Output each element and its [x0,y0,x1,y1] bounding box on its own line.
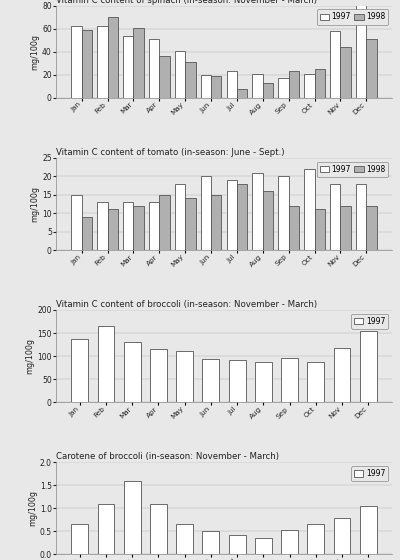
Bar [159,57,170,98]
Bar [366,206,377,250]
Bar [360,331,377,402]
Bar [97,26,108,98]
Text: Vitamin C content of broccoli (in-season: November - March): Vitamin C content of broccoli (in-season… [56,300,317,309]
Bar [334,517,350,554]
Bar [263,83,273,98]
Bar [229,535,246,554]
Bar [252,73,263,98]
Bar [281,530,298,554]
Bar [255,362,272,402]
Bar [308,524,324,554]
Bar [185,62,196,98]
Bar [202,360,219,402]
Bar [278,78,289,98]
Bar [150,349,167,402]
Bar [97,202,108,250]
Bar [201,75,211,98]
Bar [263,191,273,250]
Bar [175,184,185,250]
Bar [175,50,185,98]
Text: Vitamin C content of spinach (in-season: November - March): Vitamin C content of spinach (in-season:… [56,0,317,5]
Bar [150,503,167,554]
Bar [185,198,196,250]
Bar [133,206,144,250]
Bar [229,360,246,402]
Bar [330,31,340,98]
Y-axis label: mg/100g: mg/100g [30,34,39,69]
Y-axis label: mg/100g: mg/100g [28,491,37,526]
Bar [226,180,237,250]
Bar [123,36,133,98]
Bar [237,184,247,250]
Bar [98,503,114,554]
Bar [82,30,92,98]
Bar [289,71,299,98]
Bar [360,506,377,554]
Bar [237,88,247,98]
Bar [71,339,88,402]
Bar [308,362,324,402]
Bar [149,202,159,250]
Text: Carotene of broccoli (in-season: November - March): Carotene of broccoli (in-season: Novembe… [56,452,279,461]
Bar [315,69,325,98]
Bar [176,524,193,554]
Bar [340,47,351,98]
Bar [281,358,298,402]
Y-axis label: mg/100g: mg/100g [26,338,34,374]
Bar [356,2,366,98]
Bar [108,17,118,98]
Bar [366,39,377,98]
Bar [82,217,92,250]
Bar [98,326,114,402]
Bar [330,184,340,250]
Bar [255,538,272,554]
Legend: 1997: 1997 [351,314,388,329]
Bar [71,195,82,250]
Bar [340,206,351,250]
Bar [334,348,350,402]
Text: Vitamin C content of tomato (in-season: June - Sept.): Vitamin C content of tomato (in-season: … [56,148,284,157]
Bar [289,206,299,250]
Bar [304,73,315,98]
Bar [108,209,118,250]
Bar [211,195,222,250]
Bar [252,172,263,250]
Bar [124,342,140,402]
Bar [202,531,219,554]
Bar [315,209,325,250]
Bar [124,480,140,554]
Y-axis label: mg/100g: mg/100g [30,186,40,222]
Bar [278,176,289,250]
Bar [71,26,82,98]
Legend: 1997: 1997 [351,466,388,481]
Bar [226,71,237,98]
Bar [356,184,366,250]
Bar [176,352,193,402]
Bar [149,39,159,98]
Legend: 1997, 1998: 1997, 1998 [317,162,388,177]
Bar [159,195,170,250]
Bar [211,76,222,98]
Bar [71,524,88,554]
Legend: 1997, 1998: 1997, 1998 [317,10,388,25]
Bar [201,176,211,250]
Bar [133,27,144,98]
Bar [304,169,315,250]
Bar [123,202,133,250]
